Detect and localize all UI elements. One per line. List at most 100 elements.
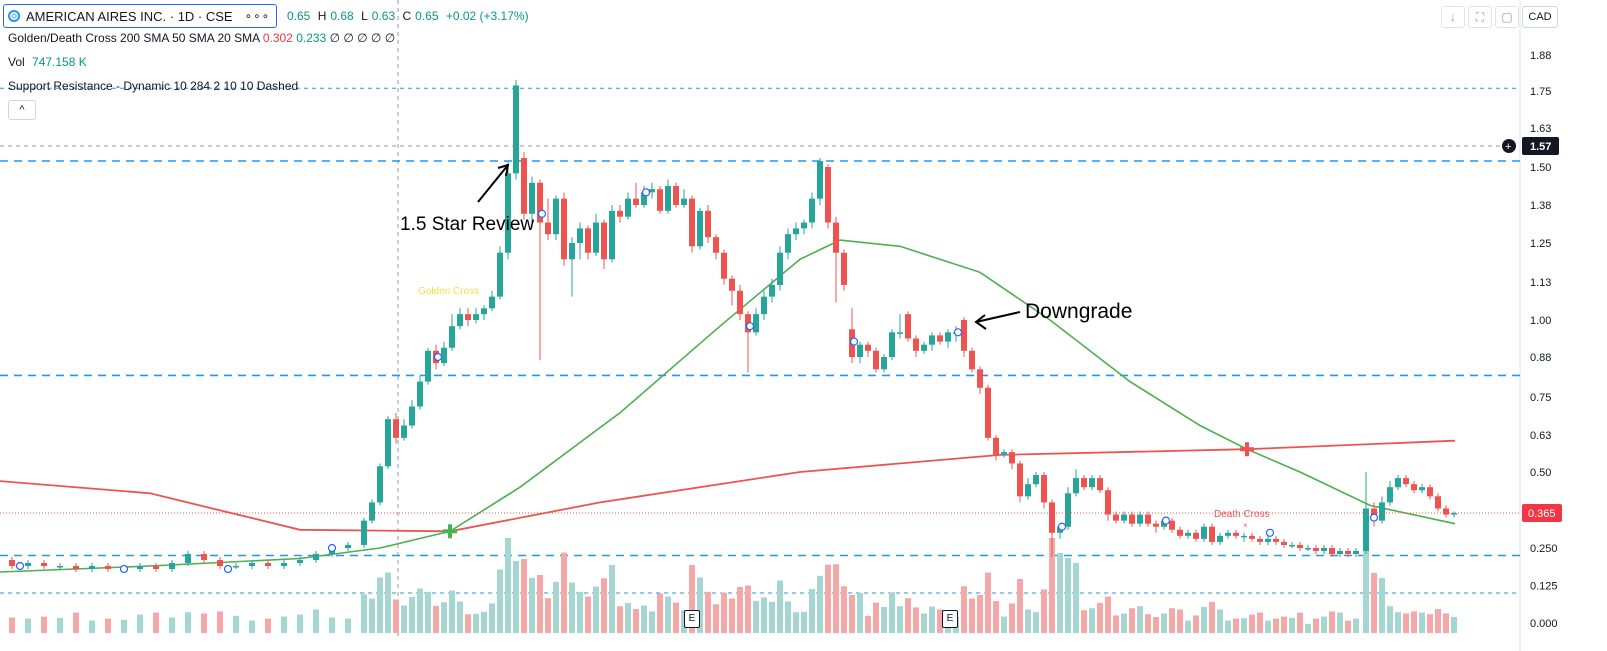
volume-bar <box>9 617 15 633</box>
volume-bar <box>465 614 471 633</box>
volume-bar <box>233 615 239 633</box>
candle-body <box>1033 475 1039 485</box>
volume-bar <box>793 612 799 633</box>
volume-bar <box>385 572 391 633</box>
volume-bar <box>217 611 223 633</box>
candle-body <box>569 243 575 260</box>
screenshot-icon[interactable]: ▢ <box>1495 6 1519 28</box>
candle-body <box>1169 520 1175 530</box>
volume-bar <box>985 572 991 633</box>
volume-bar <box>729 598 735 633</box>
candle-body <box>1177 529 1183 536</box>
candle-body <box>249 563 255 566</box>
candle-body <box>1097 478 1103 491</box>
candle-body <box>993 437 999 455</box>
volume-bar <box>1209 601 1215 633</box>
candle-body <box>1105 490 1111 515</box>
indicator-cross[interactable]: Golden/Death Cross 200 SMA 50 SMA 20 SMA… <box>8 31 395 45</box>
candle-body <box>657 189 663 211</box>
earnings-badge[interactable]: E <box>684 610 700 628</box>
crosshair-price-badge <box>1522 137 1559 155</box>
sma-touch-marker <box>1369 513 1379 522</box>
candle-body <box>961 320 967 351</box>
candle-body <box>705 210 711 238</box>
candle-body <box>897 332 903 334</box>
volume-bar <box>1017 579 1023 633</box>
candle-body <box>1427 487 1433 497</box>
arrow-star-review <box>477 163 510 203</box>
candle-body <box>577 228 583 243</box>
volume-bar <box>529 577 535 633</box>
volume-bar <box>73 612 79 633</box>
volume-bar <box>545 598 551 633</box>
volume-bar <box>41 616 47 633</box>
volume-bar <box>1297 612 1303 633</box>
candle-body <box>649 189 655 193</box>
candle-body <box>1411 484 1417 491</box>
candle-body <box>409 406 415 426</box>
candle-body <box>801 222 807 229</box>
volume-bar <box>169 617 175 633</box>
volume-bar <box>121 619 127 633</box>
candle-body <box>1065 493 1071 527</box>
candle-body <box>769 284 775 297</box>
candle-body <box>1297 544 1303 548</box>
price-tick-label: 0.75 <box>1530 392 1551 404</box>
currency-selector[interactable]: CAD <box>1522 6 1558 28</box>
candle-body <box>633 198 639 205</box>
volume-bar <box>889 592 895 633</box>
volume-bar <box>673 602 679 633</box>
volume-bar <box>577 591 583 633</box>
price-tick-label: 0.50 <box>1530 467 1551 479</box>
volume-bar <box>1177 609 1183 633</box>
scroll-down-icon[interactable]: ↓ <box>1441 6 1465 28</box>
volume-bar <box>617 606 623 633</box>
volume-bar <box>1395 612 1401 633</box>
indicator-support-name: Support Resistance - Dynamic 10 284 2 10… <box>8 79 299 93</box>
volume-bar <box>1403 613 1409 633</box>
volume-bar <box>105 618 111 633</box>
candle-body <box>1257 538 1263 542</box>
candle-body <box>1209 526 1215 542</box>
volume-bar <box>601 578 607 633</box>
price-tick-label: 1.88 <box>1530 50 1551 62</box>
volume-bar <box>1305 623 1311 633</box>
candle-body <box>105 566 111 569</box>
candle-body <box>609 210 615 260</box>
candle-body <box>497 252 503 297</box>
candle-body <box>1337 551 1343 554</box>
annotation-downgrade: Downgrade <box>1025 300 1133 323</box>
volume-bar <box>1241 618 1247 633</box>
volume-bar <box>1033 612 1039 633</box>
volume-bar <box>585 596 591 633</box>
candle-body <box>41 563 47 566</box>
candle-body <box>1451 513 1457 515</box>
candle-body <box>921 344 927 351</box>
candle-body <box>985 387 991 438</box>
fullscreen-icon[interactable]: ⛶ <box>1468 6 1492 28</box>
candle-body <box>89 566 95 569</box>
candle-body <box>153 566 159 569</box>
candle-body <box>1265 538 1271 542</box>
volume-bar <box>921 613 927 633</box>
candle-body <box>1049 502 1055 533</box>
price-tick-label: 1.00 <box>1530 315 1551 327</box>
volume-bar <box>1129 608 1135 633</box>
volume-bar <box>1273 618 1279 633</box>
candle-body <box>969 350 975 370</box>
earnings-badge[interactable]: E <box>942 610 958 628</box>
candle-body <box>841 252 847 285</box>
candle-body <box>217 560 223 566</box>
golden-cross-label: Golden Cross <box>418 286 479 297</box>
volume-bar <box>137 614 143 633</box>
add-alert-icon[interactable] <box>1502 139 1516 153</box>
volume-bar <box>409 597 415 633</box>
indicator-cross-v2: 0.233 <box>296 31 327 45</box>
indicator-support[interactable]: Support Resistance - Dynamic 10 284 2 10… <box>8 79 298 93</box>
volume-bar <box>1443 613 1449 633</box>
candle-body <box>1395 478 1401 488</box>
candle-body <box>1273 538 1279 542</box>
indicator-vol[interactable]: Vol 747.158 K <box>8 55 87 69</box>
volume-bar <box>417 588 423 633</box>
